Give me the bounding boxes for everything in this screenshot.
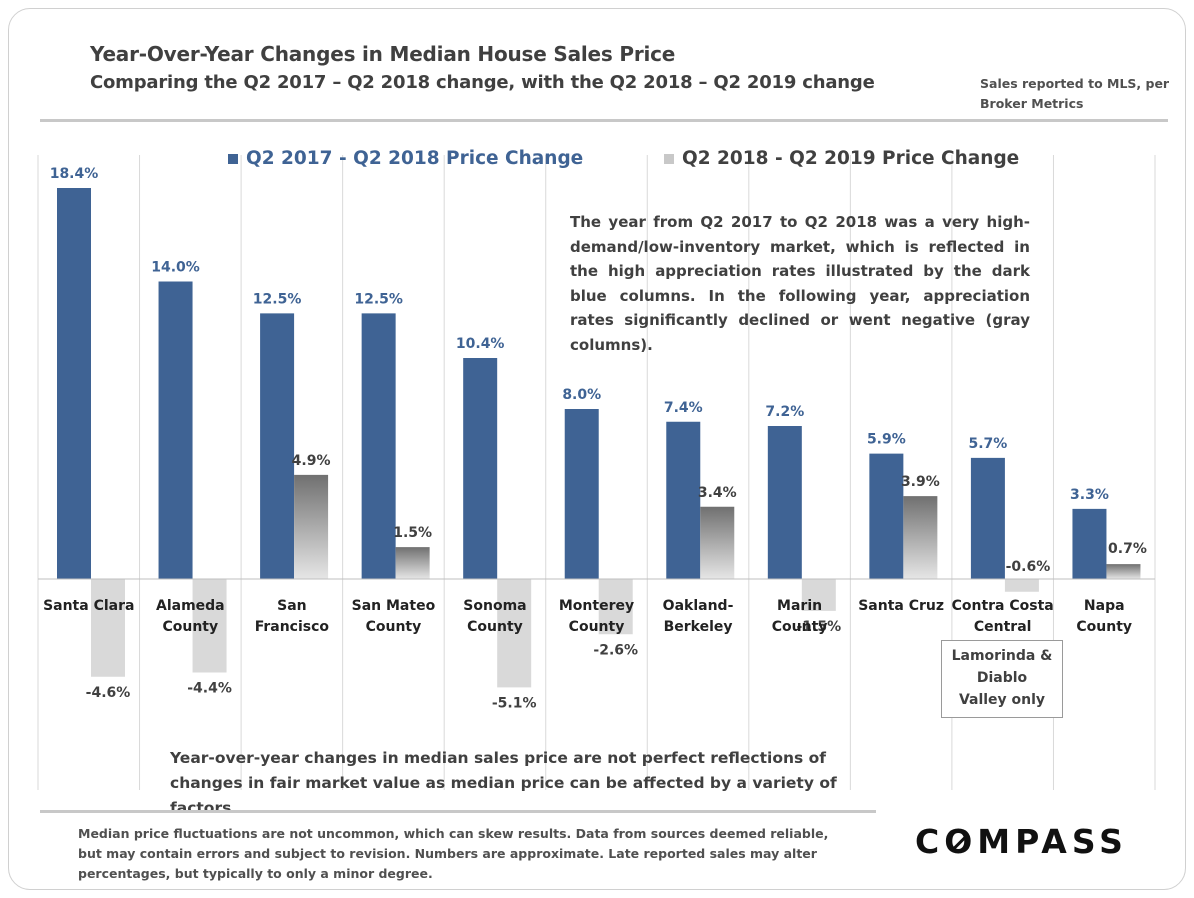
bar-series-1	[1072, 508, 1107, 579]
bar-series-2	[91, 579, 125, 677]
category-label: Santa Clara	[43, 598, 134, 614]
data-label-series-1: 7.2%	[765, 404, 804, 420]
data-label-series-2: -4.4%	[187, 681, 232, 697]
box-note-line: Valley only	[958, 692, 1046, 708]
category-label: County	[467, 619, 523, 635]
data-label-series-2: -0.6%	[1006, 559, 1051, 575]
bar-series-1	[970, 457, 1005, 579]
data-label-series-2: -2.6%	[593, 642, 638, 658]
category-label: Napa	[1084, 598, 1125, 614]
bar-series-2	[1106, 564, 1141, 579]
category-label: County	[569, 619, 625, 635]
data-label-series-1: 10.4%	[456, 336, 505, 352]
legend-label-series-2: Q2 2018 - Q2 2019 Price Change	[682, 148, 1020, 169]
footer-divider	[40, 810, 876, 813]
category-label: Central	[974, 619, 1032, 635]
category-label: County	[162, 619, 218, 635]
data-label-series-2: 4.9%	[292, 453, 331, 469]
bar-series-2	[497, 579, 532, 688]
legend-swatch-series-1	[228, 153, 238, 164]
legend-item-series-2: Q2 2018 - Q2 2019 Price Change	[664, 148, 1019, 169]
bar-series-2	[801, 579, 836, 611]
data-label-series-2: 1.5%	[393, 525, 432, 541]
legend-label-series-1: Q2 2017 - Q2 2018 Price Change	[246, 148, 584, 169]
category-label: County	[1076, 619, 1132, 635]
bar-series-1	[463, 358, 498, 579]
category-label: Contra Costa	[952, 598, 1054, 614]
data-label-series-1: 5.9%	[867, 432, 906, 448]
box-note-line: Lamorinda &	[951, 648, 1053, 664]
data-label-series-2: -5.1%	[492, 695, 537, 711]
bar-series-2	[294, 474, 329, 579]
data-label-series-2: 0.7%	[1108, 541, 1147, 557]
category-label: Oakland-	[663, 598, 734, 614]
category-label: Francisco	[255, 619, 330, 635]
bar-series-1	[767, 426, 802, 579]
data-label-series-1: 8.0%	[562, 387, 601, 403]
data-label-series-1: 3.3%	[1070, 487, 1109, 503]
bar-series-1	[57, 188, 91, 579]
bar-series-2	[598, 579, 633, 635]
bar-series-2	[395, 547, 430, 579]
bar-series-2	[192, 579, 227, 673]
category-label: San Mateo	[352, 598, 436, 614]
category-label: Berkeley	[664, 619, 733, 635]
data-label-series-2: -4.6%	[86, 685, 131, 701]
data-label-series-1: 5.7%	[968, 436, 1007, 452]
category-label: Santa Cruz	[858, 598, 944, 614]
bar-series-1	[158, 281, 193, 579]
category-label: Marin	[777, 598, 822, 614]
data-label-series-1: 12.5%	[354, 291, 403, 307]
category-label: Sonoma	[463, 598, 526, 614]
chart-title: Year-Over-Year Changes in Median House S…	[90, 42, 676, 66]
bar-series-2	[903, 496, 938, 579]
source-note: Sales reported to MLS, per Broker Metric…	[980, 76, 1170, 111]
data-label-series-2: 3.4%	[698, 485, 737, 501]
header-divider	[40, 119, 1168, 122]
data-label-series-2: 3.9%	[901, 474, 940, 490]
bar-series-1	[260, 313, 295, 579]
compass-logo: COMPASS	[915, 822, 1128, 861]
legend-item-series-1: Q2 2017 - Q2 2018 Price Change	[228, 148, 583, 169]
contra-costa-note-box: Lamorinda & Diablo Valley only	[941, 640, 1063, 718]
bar-series-1	[361, 313, 396, 579]
category-label: Monterey	[559, 598, 634, 614]
category-label: County	[772, 619, 828, 635]
category-label: San	[277, 598, 307, 614]
bar-series-1	[666, 421, 701, 579]
bar-series-2	[700, 506, 735, 579]
data-label-series-1: 7.4%	[664, 400, 703, 416]
category-label: County	[366, 619, 422, 635]
box-note-line: Diablo	[976, 670, 1028, 686]
data-label-series-2: -1.5%	[796, 619, 841, 635]
disclaimer: Median price fluctuations are not uncomm…	[78, 826, 829, 881]
data-label-series-1: 14.0%	[151, 260, 200, 276]
bar-series-2	[1004, 579, 1039, 592]
data-label-series-1: 12.5%	[253, 291, 302, 307]
legend-swatch-series-2	[664, 153, 674, 164]
callout-text: The year from Q2 2017 to Q2 2018 was a v…	[570, 213, 1030, 354]
chart-subtitle: Comparing the Q2 2017 – Q2 2018 change, …	[90, 72, 875, 93]
data-label-series-1: 18.4%	[50, 166, 99, 182]
category-label: Alameda	[156, 598, 225, 614]
bar-series-1	[869, 453, 904, 579]
bar-series-1	[564, 409, 599, 579]
footnote: Year-over-year changes in median sales p…	[170, 749, 837, 817]
